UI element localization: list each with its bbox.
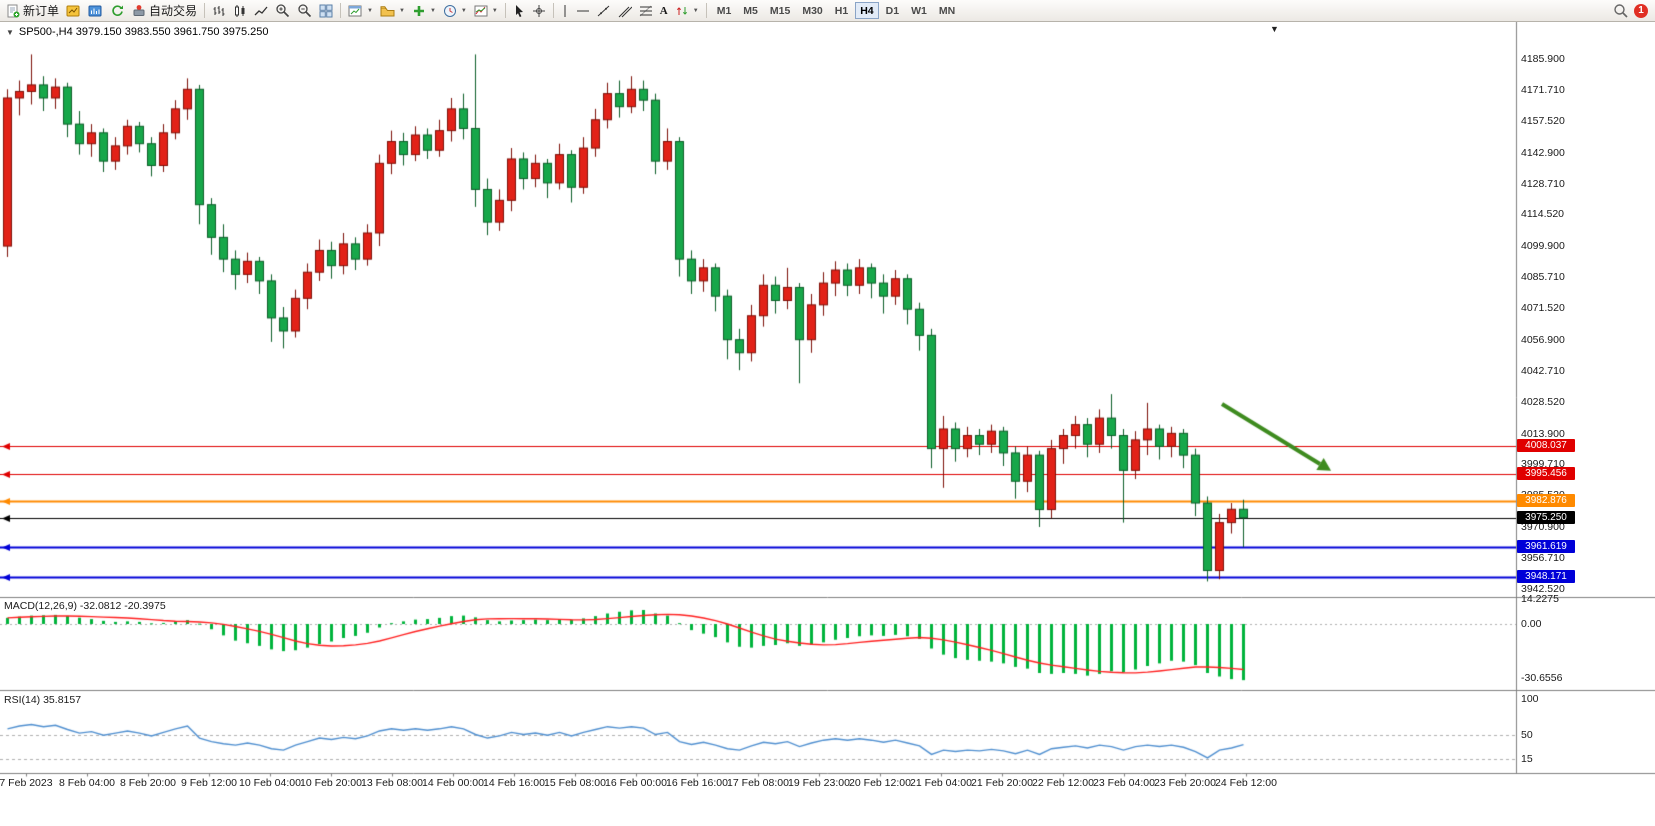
search-icon — [1614, 4, 1628, 18]
fibonacci-button[interactable] — [636, 1, 656, 21]
horizontal-line-icon — [576, 10, 589, 11]
new-order-icon — [7, 4, 20, 17]
vertical-line-icon — [564, 4, 566, 17]
horizontal-line-button[interactable] — [573, 1, 593, 21]
arrows-button[interactable]: ▼ — [672, 1, 702, 21]
templates-button[interactable]: ▼ — [471, 1, 501, 21]
timeframe-button-H1[interactable]: H1 — [830, 2, 853, 19]
cursor-button[interactable] — [510, 1, 528, 21]
toolbar-separator — [504, 3, 506, 18]
channel-button[interactable] — [615, 1, 635, 21]
profiles-icon — [380, 5, 395, 16]
chevron-down-icon: ▼ — [367, 7, 373, 14]
chevron-down-icon: ▼ — [692, 7, 699, 14]
periods-button[interactable]: ▼ — [440, 1, 470, 21]
vertical-line-button[interactable] — [558, 1, 572, 21]
toolbar-separator — [552, 3, 554, 18]
charts-window-button[interactable] — [63, 1, 84, 21]
ohlc-bars-icon — [213, 5, 225, 16]
refresh-icon — [112, 4, 124, 16]
toolbar-separator — [705, 3, 707, 18]
zoom-out-button[interactable] — [294, 1, 315, 21]
timeframe-button-W1[interactable]: W1 — [906, 2, 932, 19]
chevron-down-icon: ▼ — [460, 7, 467, 14]
trendline-button[interactable] — [594, 1, 614, 21]
ohlc-bars-button[interactable] — [209, 1, 229, 21]
line-chart-icon — [254, 6, 268, 15]
market-watch-icon — [88, 5, 102, 16]
tile-windows-icon — [319, 4, 333, 17]
crosshair-button[interactable] — [529, 1, 549, 21]
market-watch-button[interactable] — [85, 1, 106, 21]
crosshair-icon — [532, 4, 545, 17]
chart-symbol-ohlc: ▼ SP500-,H4 3979.150 3983.550 3961.750 3… — [6, 26, 268, 38]
timeframe-button-M15[interactable]: M15 — [765, 2, 795, 19]
search-button[interactable] — [1610, 1, 1631, 21]
arrows-icon — [676, 6, 687, 15]
tile-windows-button[interactable] — [316, 1, 336, 21]
chevron-down-icon: ▼ — [398, 7, 405, 14]
charts-icon — [66, 5, 80, 16]
autotrading-label: 自动交易 — [149, 4, 198, 18]
chevron-down-icon: ▼ — [429, 7, 436, 14]
text-button[interactable]: A — [657, 1, 671, 21]
autotrading-icon — [133, 4, 145, 16]
zoom-in-button[interactable] — [272, 1, 293, 21]
collapse-arrow-icon[interactable]: ▼ — [6, 27, 14, 37]
zoom-in-icon — [276, 4, 290, 18]
new-chart-button[interactable]: ▼ — [345, 1, 376, 21]
line-chart-button[interactable] — [251, 1, 271, 21]
timeframe-button-M5[interactable]: M5 — [738, 2, 763, 19]
chart-shift-icon[interactable]: ▼ — [1270, 24, 1279, 34]
macd-indicator-label: MACD(12,26,9) -32.0812 -20.3975 — [4, 600, 166, 612]
refresh-button[interactable] — [107, 1, 128, 21]
add-indicator-icon — [413, 5, 424, 16]
fibonacci-icon — [639, 5, 652, 16]
clock-icon — [443, 4, 456, 17]
symbol-ohlc-text: SP500-,H4 3979.150 3983.550 3961.750 397… — [18, 26, 269, 38]
chevron-down-icon: ▼ — [491, 7, 498, 14]
profiles-button[interactable]: ▼ — [377, 1, 408, 21]
candlestick-icon — [235, 4, 245, 17]
candlestick-button[interactable] — [230, 1, 250, 21]
rsi-indicator-label: RSI(14) 35.8157 — [4, 694, 82, 706]
timeframe-button-M30[interactable]: M30 — [797, 2, 827, 19]
trendline-icon — [597, 5, 610, 16]
timeframe-button-MN[interactable]: MN — [934, 2, 960, 19]
text-tool-icon: A — [659, 4, 668, 17]
channel-icon — [618, 6, 632, 17]
indicators-add-button[interactable]: ▼ — [409, 1, 439, 21]
chart-area: ▼ SP500-,H4 3979.150 3983.550 3961.750 3… — [0, 22, 1655, 826]
new-order-label: 新订单 — [23, 4, 60, 18]
timeframe-button-D1[interactable]: D1 — [881, 2, 904, 19]
new-order-button[interactable]: 新订单 — [3, 1, 62, 21]
autotrading-button[interactable]: 自动交易 — [129, 1, 200, 21]
template-chart-icon — [474, 5, 488, 16]
timeframe-group: M1 M5 M15 M30 H1 H4 D1 W1 MN — [711, 2, 961, 19]
toolbar-separator — [204, 3, 206, 18]
timeframe-button-M1[interactable]: M1 — [712, 2, 737, 19]
timeframe-button-H4[interactable]: H4 — [855, 2, 879, 19]
notification-badge[interactable]: 1 — [1634, 3, 1648, 18]
new-chart-icon — [348, 5, 362, 16]
cursor-icon — [515, 4, 523, 17]
price-chart-canvas[interactable] — [0, 22, 1655, 826]
toolbar-separator — [340, 3, 342, 18]
zoom-out-icon — [298, 4, 312, 18]
main-toolbar: 新订单 自动交易 ▼ ▼ ▼ ▼ — [0, 0, 1655, 22]
